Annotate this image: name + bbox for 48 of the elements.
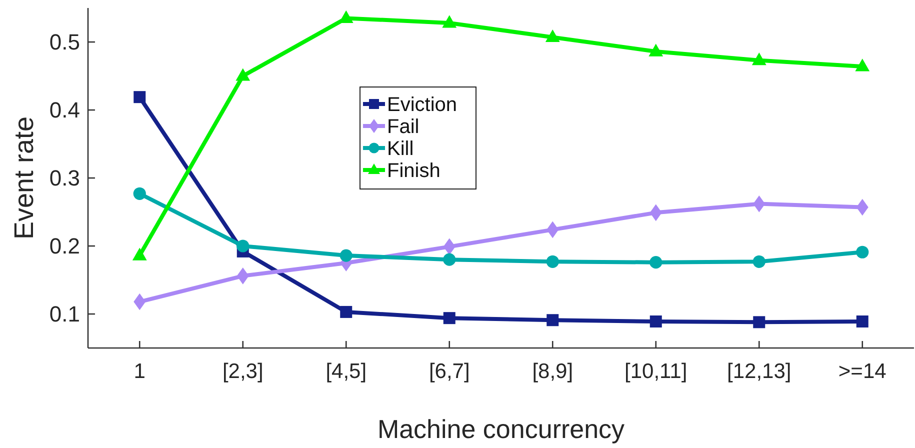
- y-tick-label: 0.2: [49, 234, 80, 259]
- point: [650, 204, 662, 222]
- y-tick-label: 0.4: [49, 98, 80, 123]
- point: [546, 255, 559, 268]
- x-tick-label: [10,11]: [624, 360, 688, 383]
- point: [134, 91, 146, 104]
- x-tick-label: 1: [134, 360, 146, 383]
- point: [752, 255, 766, 268]
- point: [856, 246, 869, 258]
- point: [856, 315, 868, 328]
- point: [650, 315, 662, 328]
- x-tick-label: [8,9]: [532, 360, 574, 383]
- legend-label: Fail: [387, 116, 420, 138]
- y-tick-label: 0.1: [49, 302, 80, 327]
- point: [132, 248, 147, 260]
- x-tick-label: [6,7]: [428, 360, 470, 383]
- point: [134, 293, 146, 310]
- point: [648, 44, 664, 56]
- point: [545, 29, 560, 42]
- point: [856, 198, 868, 216]
- point: [236, 68, 250, 81]
- y-tick-label: 0.5: [49, 30, 80, 55]
- point: [236, 268, 249, 284]
- legend-label: Kill: [387, 138, 414, 160]
- point: [752, 52, 766, 66]
- point: [236, 240, 250, 252]
- y-tick-label: 0.3: [49, 166, 80, 191]
- point: [546, 221, 559, 238]
- x-tick-label: [2,3]: [222, 360, 264, 383]
- point: [133, 187, 146, 200]
- point: [753, 195, 766, 212]
- point: [442, 15, 457, 28]
- point: [855, 58, 870, 72]
- x-tick-label: [4,5]: [326, 360, 367, 383]
- legend-label: Finish: [387, 160, 440, 182]
- point: [650, 256, 662, 269]
- legend-label: Eviction: [387, 94, 458, 116]
- x-tick-label: >=14: [838, 360, 887, 383]
- point: [443, 253, 456, 266]
- x-axis-title: Machine concurrency: [377, 414, 625, 444]
- y-axis-title: Event rate: [9, 116, 39, 240]
- point: [443, 312, 456, 324]
- point: [340, 306, 352, 318]
- point: [443, 238, 456, 256]
- x-tick-label: [12,13]: [727, 360, 792, 383]
- point: [546, 314, 559, 326]
- point: [753, 316, 766, 328]
- point: [340, 249, 352, 262]
